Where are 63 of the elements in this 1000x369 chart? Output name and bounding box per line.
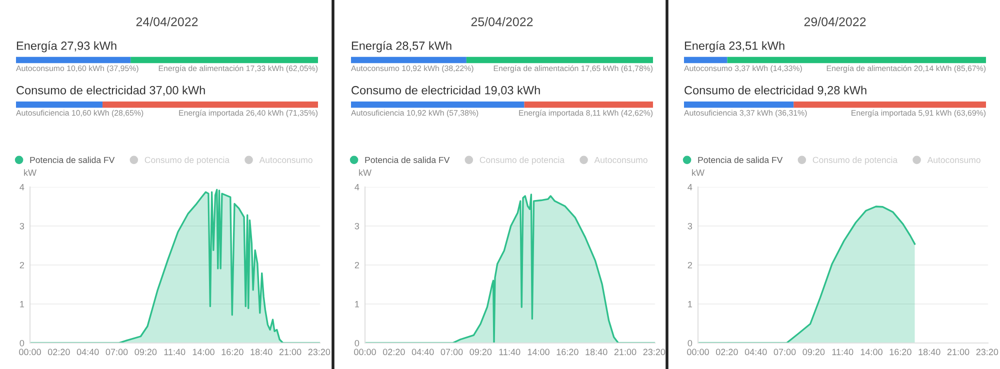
total-label: Consumo de electricidad 37,00 kWh bbox=[16, 86, 205, 96]
x-tick-label: 09:20 bbox=[802, 348, 825, 356]
y-tick-label: 1 bbox=[688, 301, 692, 308]
x-tick-label: 23:20 bbox=[976, 348, 998, 356]
y-tick-label: 0 bbox=[688, 340, 692, 346]
y-tick-label: 0 bbox=[20, 340, 24, 346]
y-tick-label: 4 bbox=[354, 184, 360, 190]
y-tick-label: 4 bbox=[688, 184, 692, 190]
x-tick-label: 18:40 bbox=[918, 348, 940, 356]
y-tick-label: 0 bbox=[354, 340, 360, 346]
x-tick-label: 18:40 bbox=[586, 348, 608, 356]
x-tick-label: 09:20 bbox=[134, 348, 157, 356]
total-label: Energía 23,51 kWh bbox=[684, 41, 784, 52]
x-tick-label: 11:40 bbox=[499, 348, 520, 356]
x-tick-label: 16:20 bbox=[890, 348, 912, 356]
x-tick-label: 14:00 bbox=[192, 348, 214, 356]
x-tick-label: 04:40 bbox=[744, 348, 767, 356]
x-tick-label: 07:00 bbox=[106, 348, 128, 356]
legend-label: Potencia de salida FV bbox=[698, 156, 783, 164]
y-tick-label: 1 bbox=[20, 301, 24, 308]
y-tick-label: 2 bbox=[20, 262, 24, 268]
x-tick-label: 18:40 bbox=[250, 348, 272, 356]
x-tick-label: 11:40 bbox=[164, 348, 186, 356]
y-tick-label: 3 bbox=[688, 222, 692, 230]
x-tick-label: 21:00 bbox=[279, 348, 302, 356]
total-label: Consumo de electricidad 9,28 kWh bbox=[684, 86, 866, 96]
y-tick-label: 3 bbox=[20, 222, 24, 230]
x-tick-label: 14:00 bbox=[528, 348, 550, 356]
x-tick-label: 21:00 bbox=[947, 348, 970, 356]
chart-title: 29/04/2022 bbox=[804, 17, 866, 26]
x-tick-label: 14:00 bbox=[860, 348, 882, 356]
chart-title: 25/04/2022 bbox=[471, 17, 533, 26]
y-axis-title: kW bbox=[692, 169, 704, 176]
legend-label: Potencia de salida FV bbox=[30, 156, 115, 164]
chart-title: 24/04/2022 bbox=[136, 17, 198, 26]
x-tick-label: 09:20 bbox=[470, 348, 492, 356]
total-label: Energía 27,93 kWh bbox=[16, 41, 116, 52]
x-tick-label: 07:00 bbox=[774, 348, 796, 356]
x-tick-label: 00:00 bbox=[687, 348, 709, 356]
total-label: Energía 28,57 kWh bbox=[352, 41, 452, 52]
x-tick-label: 02:20 bbox=[716, 348, 738, 356]
x-tick-label: 00:00 bbox=[19, 348, 41, 356]
legend-label: Potencia de salida FV bbox=[365, 156, 450, 164]
y-tick-label: 1 bbox=[355, 301, 360, 308]
x-tick-label: 23:20 bbox=[643, 348, 666, 356]
y-tick-label: 3 bbox=[354, 222, 360, 230]
x-tick-label: 21:00 bbox=[614, 348, 636, 356]
x-tick-label: 16:20 bbox=[556, 348, 578, 356]
y-tick-label: 2 bbox=[688, 262, 692, 268]
y-axis-title: kW bbox=[359, 169, 372, 176]
x-tick-label: 02:20 bbox=[48, 348, 70, 356]
x-tick-label: 07:00 bbox=[440, 348, 463, 356]
total-label: Consumo de electricidad 19,03 kWh bbox=[352, 86, 540, 96]
y-tick-label: 2 bbox=[354, 262, 359, 268]
x-tick-label: 23:20 bbox=[308, 348, 330, 356]
x-tick-label: 04:40 bbox=[76, 348, 99, 356]
x-tick-label: 16:20 bbox=[222, 348, 244, 356]
x-tick-label: 11:40 bbox=[832, 348, 854, 356]
x-tick-label: 02:20 bbox=[382, 348, 405, 356]
x-tick-label: 00:00 bbox=[354, 348, 376, 356]
x-tick-label: 04:40 bbox=[412, 348, 434, 356]
y-tick-label: 4 bbox=[20, 184, 24, 190]
y-axis-title: kW bbox=[24, 169, 36, 176]
